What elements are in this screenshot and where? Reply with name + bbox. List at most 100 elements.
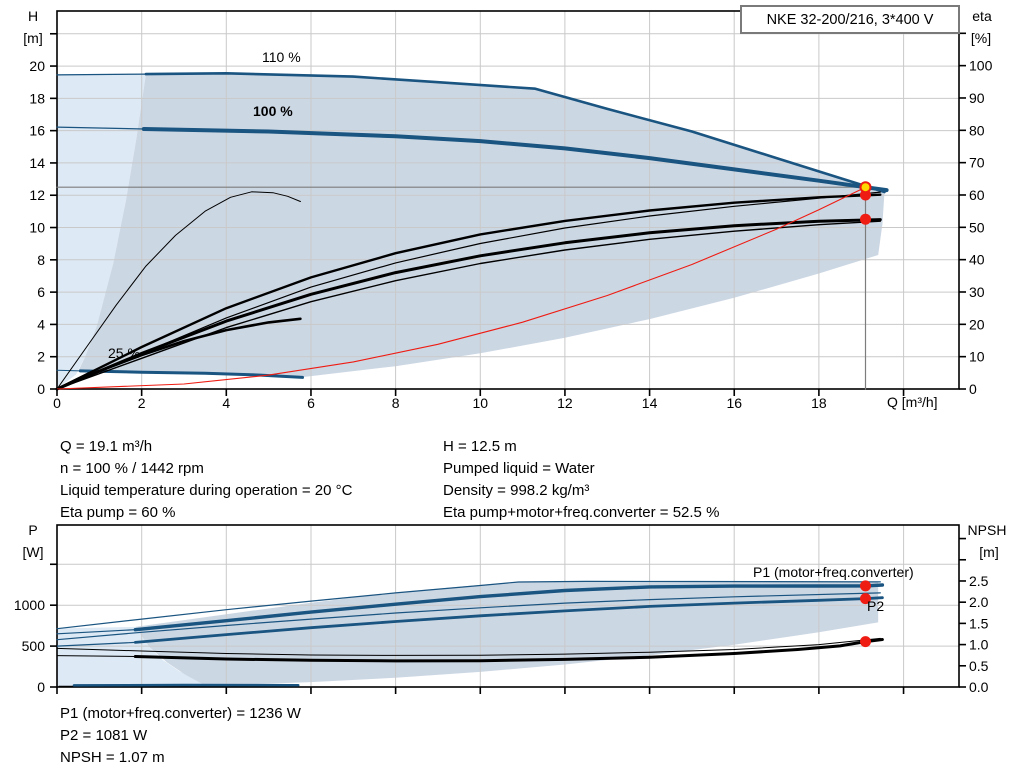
tick-label: 80 xyxy=(969,122,985,138)
info-q: Q = 19.1 m³/h xyxy=(60,438,153,455)
axis-header: [W] xyxy=(23,544,44,560)
label-p1-curve: P1 (motor+freq.converter) xyxy=(753,564,914,580)
plot-frame xyxy=(56,10,960,390)
duty-info-right: H = 12.5 m Pumped liquid = Water Density… xyxy=(443,436,719,524)
axis-header: H xyxy=(28,8,38,24)
eta-pump-curve-110 xyxy=(56,191,881,390)
tick-label: 70 xyxy=(969,155,985,171)
tick-label: 1.5 xyxy=(969,615,989,631)
result-npsh: NPSH = 1.07 m xyxy=(60,749,165,766)
tick-label: 40 xyxy=(969,252,985,268)
npsh-curve-110 xyxy=(56,637,881,656)
eta-total-curve-100 xyxy=(55,218,882,391)
operating-envelope-low-flow xyxy=(57,74,146,389)
qh-eta-chart: 0 2 4 6 8 10 12 14 16 18 20 0 10 20 30 40 50 60 70 80 90 100 0… xyxy=(23,8,992,411)
tick-label: 14 xyxy=(642,395,658,411)
tick-label: 12 xyxy=(29,187,45,203)
tick-label: 30 xyxy=(969,284,985,300)
tick-label: 1000 xyxy=(14,597,45,613)
p1-curve-110 xyxy=(56,580,881,630)
speed-curve-25 xyxy=(78,369,304,379)
eta-total-curve-110 xyxy=(56,220,881,390)
plot-frame xyxy=(56,524,960,688)
tick-label: 50 xyxy=(969,219,985,235)
speed-curve-110 xyxy=(144,72,886,194)
label-speed-25: 25 % xyxy=(108,345,140,361)
power-npsh-chart: 0 500 1000 0.0 0.5 1.0 1.5 2.0 2.5 P [W] NPSH [m] P1 … xyxy=(14,522,1007,695)
tick-label: 0 xyxy=(53,395,61,411)
tick-label: 100 xyxy=(969,58,993,74)
p2-curve-110 xyxy=(56,592,881,641)
npsh-curve-100 xyxy=(133,638,884,663)
tick-label: 12 xyxy=(557,395,573,411)
x-axis-title: Q [m³/h] xyxy=(887,394,938,410)
info-speed: n = 100 % / 1442 rpm xyxy=(60,460,204,477)
operating-envelope-main xyxy=(78,73,885,378)
result-marker-p2 xyxy=(860,593,871,605)
tick-label: 0 xyxy=(37,381,45,397)
axis-header: [m] xyxy=(979,544,998,560)
speed-curve-100-min xyxy=(56,126,145,130)
tick-label: 2 xyxy=(138,395,146,411)
result-p1: P1 (motor+freq.converter) = 1236 W xyxy=(60,705,301,722)
npsh-curve-100-min xyxy=(56,655,136,657)
system-curve xyxy=(56,186,867,390)
info-head: H = 12.5 m xyxy=(443,438,517,455)
info-density: Density = 998.2 kg/m³ xyxy=(443,482,590,499)
tick-label: 500 xyxy=(22,638,46,654)
info-pumped-liquid: Pumped liquid = Water xyxy=(443,460,595,477)
result-marker-p1 xyxy=(860,580,871,592)
tick-label: 16 xyxy=(29,123,45,139)
tick-label: 16 xyxy=(726,395,742,411)
info-liquid-temp: Liquid temperature during operation = 20… xyxy=(60,482,353,499)
tick-label: 8 xyxy=(37,252,45,268)
label-speed-110: 110 % xyxy=(262,49,301,65)
eta-pump-curve-100 xyxy=(55,193,882,391)
pump-name-box: NKE 32-200/216, 3*400 V xyxy=(740,5,960,34)
tick-label: 14 xyxy=(29,155,45,171)
tick-label: 60 xyxy=(969,187,985,203)
axis-header: [m] xyxy=(23,30,42,46)
info-eta-pump: Eta pump = 60 % xyxy=(60,504,176,521)
duty-point-qh[interactable] xyxy=(859,181,872,194)
tick-label: 8 xyxy=(392,395,400,411)
label-p2-curve: P2 xyxy=(867,598,884,614)
tick-label: 20 xyxy=(969,316,985,332)
eta-pump-curve-25 xyxy=(56,191,301,390)
tick-label: 10 xyxy=(969,349,985,365)
tick-label: 0 xyxy=(969,381,977,397)
label-speed-100: 100 % xyxy=(253,103,293,119)
tick-label: 0 xyxy=(37,679,45,695)
tick-label: 20 xyxy=(29,58,45,74)
axis-header: [%] xyxy=(971,30,991,46)
tick-label: 18 xyxy=(811,395,827,411)
results-block: P1 (motor+freq.converter) = 1236 W P2 = … xyxy=(60,703,301,769)
speed-curve-110-min xyxy=(56,73,147,76)
tick-label: 6 xyxy=(307,395,315,411)
tick-label: 6 xyxy=(37,284,45,300)
info-eta-total: Eta pump+motor+freq.converter = 52.5 % xyxy=(443,504,720,521)
axis-header: eta xyxy=(972,8,992,24)
tick-label: 10 xyxy=(29,220,45,236)
duty-marker-eta-total xyxy=(860,213,871,225)
tick-label: 2.0 xyxy=(969,594,989,610)
tick-label: 4 xyxy=(222,395,230,411)
result-p2: P2 = 1081 W xyxy=(60,727,148,744)
tick-label: 90 xyxy=(969,90,985,106)
tick-label: 4 xyxy=(37,316,45,332)
axis-header: NPSH xyxy=(968,522,1007,538)
p1-curve-100 xyxy=(133,583,885,632)
speed-curve-25-min xyxy=(56,369,81,372)
p1-curve-100-min xyxy=(56,629,136,635)
tick-label: 2 xyxy=(37,349,45,365)
p2-curve-100 xyxy=(133,596,884,644)
axis-header: P xyxy=(28,522,37,538)
result-marker-npsh xyxy=(860,636,871,648)
p2-curve-100-min xyxy=(56,641,136,647)
tick-label: 0.5 xyxy=(969,658,989,674)
tick-label: 18 xyxy=(29,90,45,106)
tick-label: 2.5 xyxy=(969,573,989,589)
duty-info-left: Q = 19.1 m³/h n = 100 % / 1442 rpm Liqui… xyxy=(60,436,352,524)
